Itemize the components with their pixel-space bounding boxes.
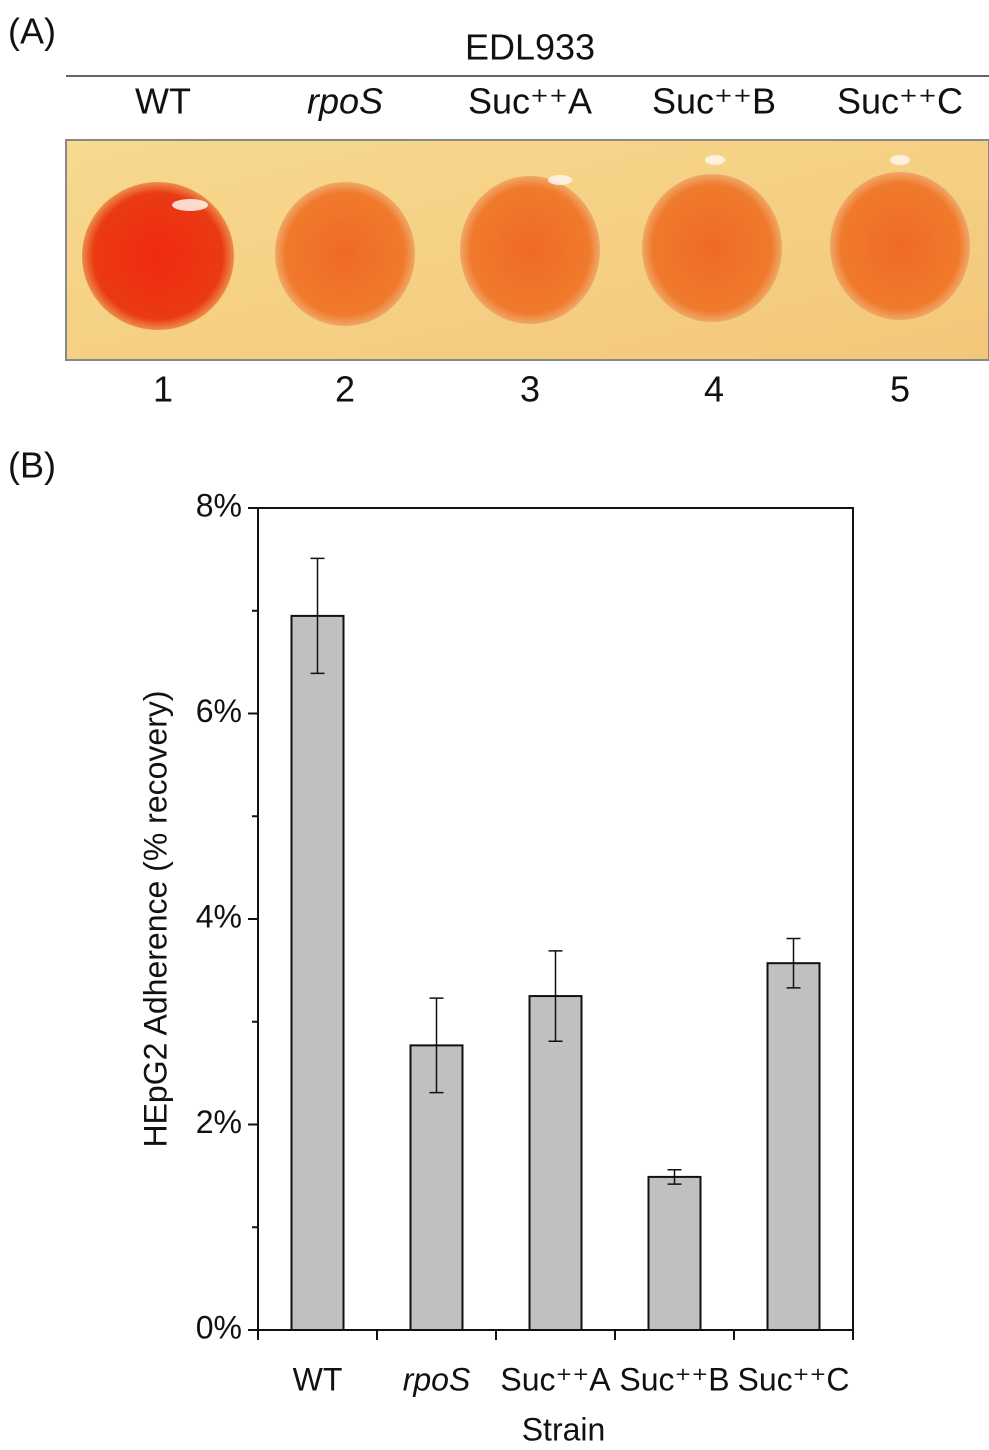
x-tick-label: Suc⁺⁺A	[500, 1361, 611, 1397]
lane-number: 1	[153, 369, 173, 410]
bar	[290, 614, 345, 1331]
error-bar	[429, 997, 444, 1094]
strain-title: EDL933	[465, 27, 595, 68]
x-tick-label: rpoS	[403, 1361, 471, 1397]
lane-number: 4	[704, 369, 724, 410]
column-label: Suc⁺⁺B	[652, 81, 776, 122]
x-tick-label: WT	[293, 1361, 343, 1397]
y-tick-label: 8%	[196, 487, 242, 523]
column-label: Suc⁺⁺A	[468, 81, 592, 122]
x-axis-label: Strain	[522, 1411, 606, 1447]
y-tick-label: 4%	[196, 898, 242, 934]
panel-label: (B)	[8, 445, 56, 486]
lane-number: 3	[520, 369, 540, 410]
error-bar	[667, 1168, 682, 1185]
bar	[766, 962, 821, 1331]
column-label: Suc⁺⁺C	[837, 81, 963, 122]
y-axis-label: HEpG2 Adherence (% recovery)	[137, 690, 173, 1147]
lane-number: 2	[335, 369, 355, 410]
plate-photo	[65, 139, 989, 361]
y-tick-label: 2%	[196, 1104, 242, 1140]
x-tick-label: Suc⁺⁺B	[619, 1361, 729, 1397]
column-label: WT	[135, 81, 191, 122]
column-label: rpoS	[307, 81, 383, 122]
error-bar	[310, 557, 325, 675]
error-bar	[786, 937, 801, 989]
bar	[647, 1175, 702, 1331]
error-bar	[548, 950, 563, 1043]
y-tick-label: 6%	[196, 693, 242, 729]
bar	[528, 995, 583, 1331]
y-tick-label: 0%	[196, 1309, 242, 1345]
lane-number: 5	[890, 369, 910, 410]
x-tick-label: Suc⁺⁺C	[737, 1361, 849, 1397]
panel-label: (A)	[8, 11, 56, 52]
